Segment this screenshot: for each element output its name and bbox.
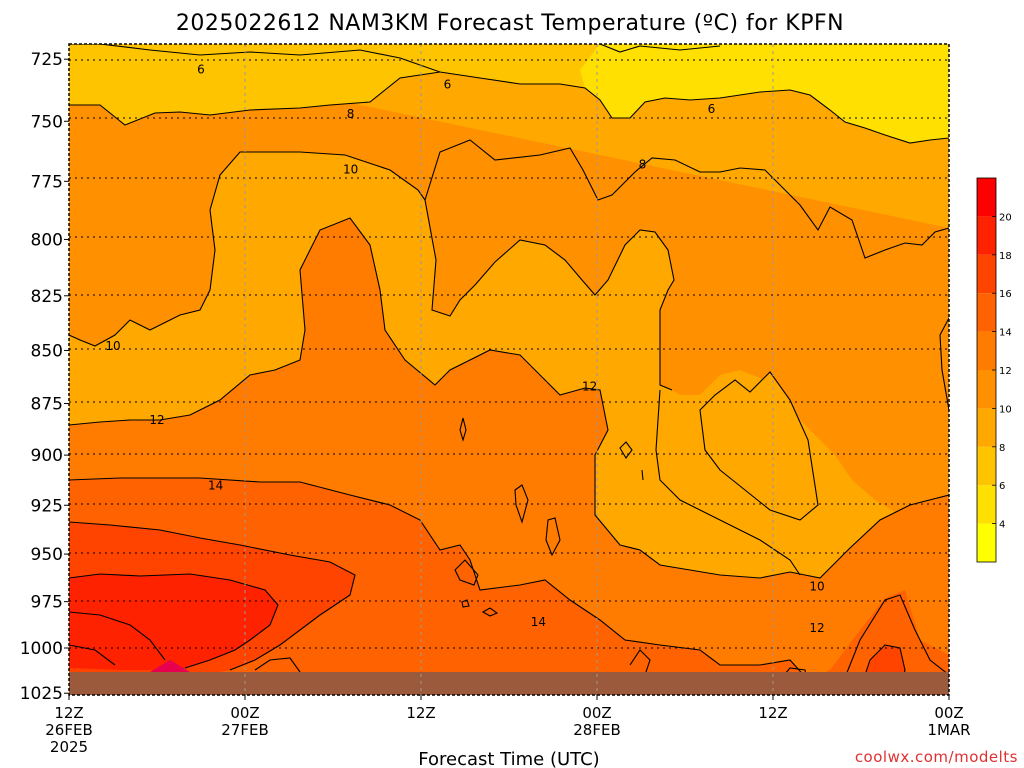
y-tick-label: 875	[31, 395, 63, 415]
source-credit: coolwx.com/modelts	[855, 748, 1018, 766]
x-axis-title: Forecast Time (UTC)	[418, 749, 599, 768]
y-tick-label: 1000	[20, 639, 63, 659]
contour-label: 14	[531, 615, 546, 629]
colorbar-legend: 4 6 8 10 12 14 16 18 20	[976, 177, 1012, 563]
y-tick-label: 825	[31, 287, 63, 307]
x-tick-label: 00Z	[934, 704, 963, 722]
colorbar-swatch	[977, 523, 996, 562]
chart-title: 2025022612 NAM3KM Forecast Temperature (…	[176, 11, 844, 36]
x-tick-label: 12Z	[758, 704, 787, 722]
colorbar-swatch	[977, 485, 996, 524]
contour-label: 6	[708, 102, 716, 116]
contour-label: 12	[149, 413, 164, 427]
band-8-10-pocket	[700, 372, 818, 520]
colorbar-label: 16	[999, 289, 1012, 300]
contour-label: 14	[208, 478, 223, 492]
y-axis: 725 750 775 800 825 850 875 900 925 950 975 1000 102…	[20, 50, 69, 704]
colorbar-swatch	[977, 293, 996, 332]
contour-label: 10	[809, 580, 824, 594]
contour-label: 10	[343, 162, 358, 176]
x-tick-label: 12Z	[54, 704, 83, 722]
temperature-field	[69, 44, 949, 695]
colorbar-swatch	[977, 178, 996, 217]
contour-label: 6	[444, 77, 452, 91]
colorbar-swatch	[977, 254, 996, 294]
colorbar-label: 20	[999, 212, 1012, 223]
x-tick-label: 12Z	[406, 704, 435, 722]
x-tick-label: 28FEB	[573, 721, 620, 739]
colorbar-label: 14	[999, 328, 1012, 339]
y-tick-label: 775	[31, 172, 63, 192]
band-18-20	[69, 574, 278, 670]
y-tick-label: 750	[31, 112, 63, 132]
x-tick-label: 1MAR	[927, 721, 970, 739]
y-tick-label: 800	[31, 230, 63, 250]
band-20-22	[150, 660, 190, 672]
x-tick-label: 00Z	[230, 704, 259, 722]
colorbar-label: 6	[999, 481, 1005, 492]
x-tick-label: 2025	[50, 738, 88, 756]
y-tick-label: 900	[31, 446, 63, 466]
colorbar-label: 18	[999, 251, 1012, 262]
colorbar-label: 8	[999, 443, 1005, 454]
contour-label: 6	[197, 62, 205, 76]
y-tick-label: 725	[31, 50, 63, 70]
colorbar-swatch	[977, 408, 996, 447]
x-tick-label: 00Z	[582, 704, 611, 722]
colorbar-label: 12	[999, 366, 1012, 377]
grid	[69, 59, 949, 649]
colorbar-swatch	[977, 370, 996, 409]
contour-label: 12	[809, 621, 824, 635]
surface-below-ground	[69, 672, 949, 695]
contour-labels: 6 6 6 8 8 10 10 12 12 12 14 14 10	[105, 62, 824, 634]
y-tick-label: 850	[31, 341, 63, 361]
contour-label: 8	[639, 158, 647, 172]
y-tick-label: 975	[31, 593, 63, 613]
colorbar-swatch	[977, 446, 996, 486]
contour-label: 10	[105, 339, 120, 353]
contour-label: 8	[347, 107, 355, 121]
colorbar-swatch	[977, 216, 996, 255]
colorbar-swatch	[977, 331, 996, 370]
y-tick-label: 1025	[20, 684, 63, 704]
contour-label: 12	[582, 380, 597, 394]
plot-frame	[68, 43, 950, 696]
x-tick-label: 27FEB	[221, 721, 268, 739]
colorbar-label: 10	[999, 404, 1012, 415]
y-tick-label: 950	[31, 545, 63, 565]
x-tick-label: 26FEB	[45, 721, 92, 739]
colorbar-label: 4	[999, 520, 1005, 531]
y-tick-label: 925	[31, 496, 63, 516]
